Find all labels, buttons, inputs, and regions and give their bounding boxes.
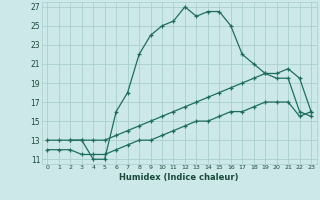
X-axis label: Humidex (Indice chaleur): Humidex (Indice chaleur) [119, 173, 239, 182]
